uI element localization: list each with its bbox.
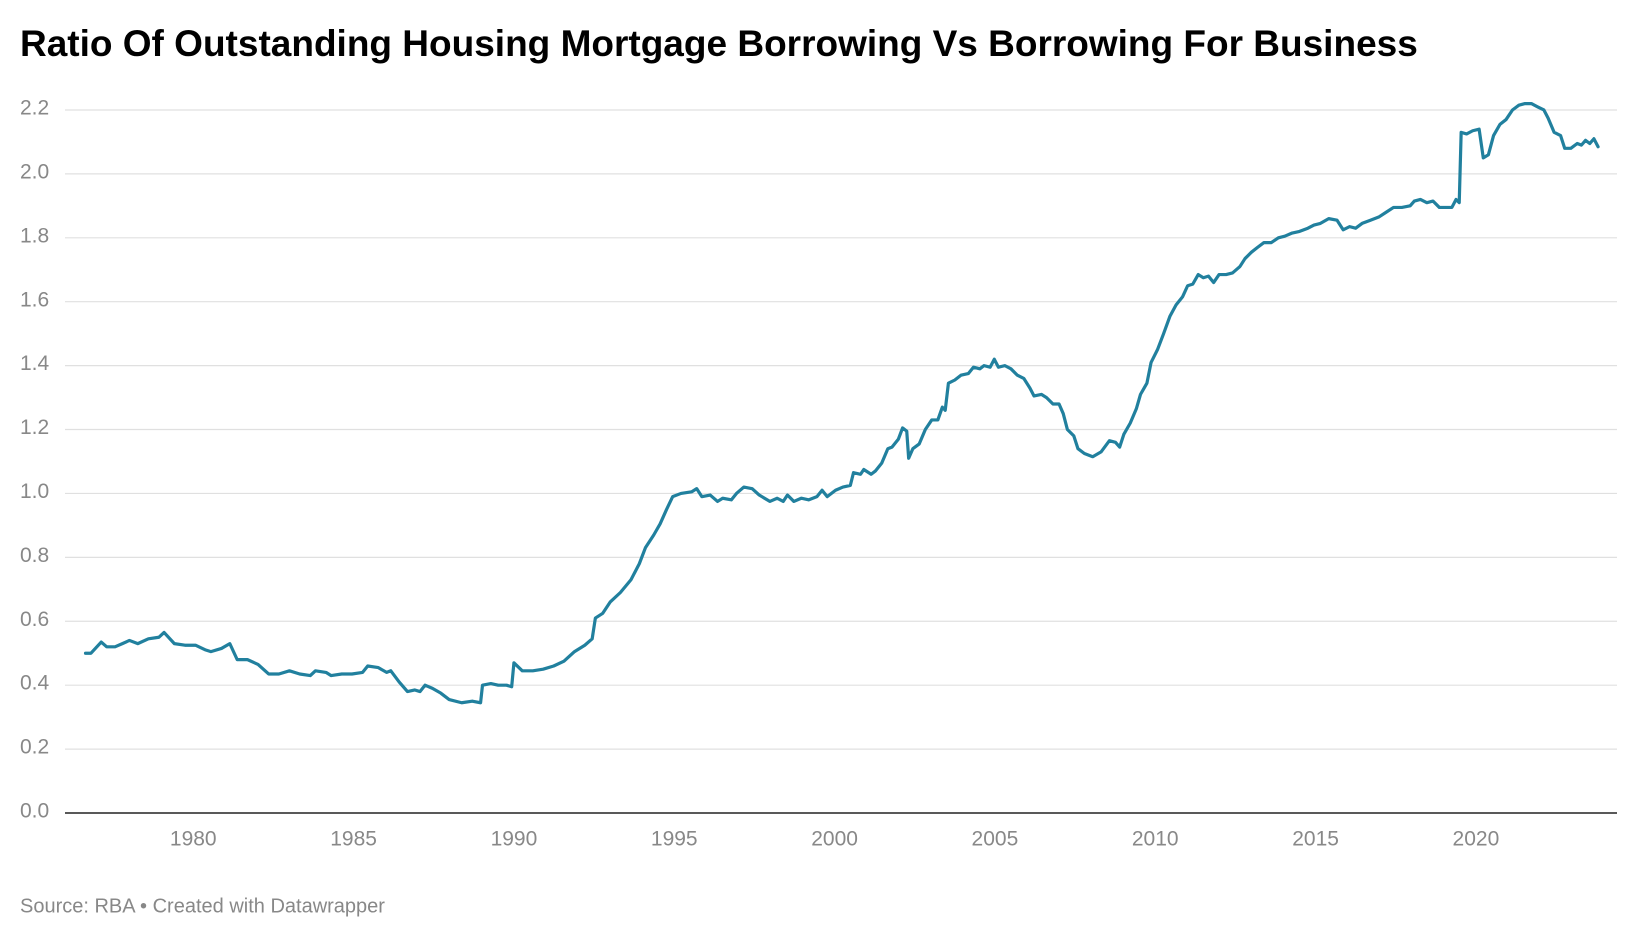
y-tick-label: 0.4 — [20, 672, 50, 695]
y-tick-label: 2.2 — [20, 97, 49, 120]
chart-title: Ratio Of Outstanding Housing Mortgage Bo… — [20, 23, 1418, 64]
x-tick-label: 2020 — [1453, 828, 1500, 851]
y-tick-label: 0.8 — [20, 544, 49, 567]
y-tick-label: 1.4 — [20, 352, 50, 375]
y-tick-label: 2.0 — [20, 160, 49, 183]
y-tick-label: 0.6 — [20, 608, 49, 631]
x-tick-label: 1985 — [330, 828, 377, 851]
y-tick-label: 1.6 — [20, 288, 49, 311]
x-tick-label: 2010 — [1132, 828, 1179, 851]
data-line — [83, 101, 1600, 705]
x-tick-label: 2015 — [1292, 828, 1339, 851]
x-tick-label: 1995 — [651, 828, 698, 851]
y-tick-label: 1.2 — [20, 416, 49, 439]
y-tick-label: 1.8 — [20, 224, 49, 247]
x-tick-label: 1980 — [170, 828, 217, 851]
y-tick-label: 0.2 — [20, 736, 49, 759]
source-note: Source: RBA • Created with Datawrapper — [20, 895, 385, 917]
y-tick-label: 1.0 — [20, 480, 49, 503]
x-tick-label: 2005 — [972, 828, 1019, 851]
x-tick-label: 1990 — [491, 828, 538, 851]
y-tick-label: 0.0 — [20, 800, 49, 823]
x-tick-label: 2000 — [811, 828, 858, 851]
